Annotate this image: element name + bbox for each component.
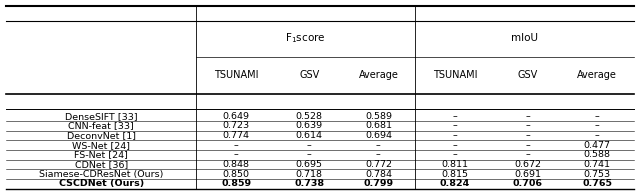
Text: Siamese-CDResNet (Ours): Siamese-CDResNet (Ours) bbox=[39, 170, 163, 179]
Text: GSV: GSV bbox=[299, 70, 319, 80]
Text: –: – bbox=[452, 131, 458, 140]
Text: 0.824: 0.824 bbox=[440, 179, 470, 188]
Text: $\mathrm{F_1}$score: $\mathrm{F_1}$score bbox=[285, 31, 326, 45]
Text: 0.774: 0.774 bbox=[223, 131, 250, 140]
Text: 0.694: 0.694 bbox=[365, 131, 392, 140]
Text: 0.695: 0.695 bbox=[296, 160, 323, 169]
Text: DeconvNet [1]: DeconvNet [1] bbox=[67, 131, 136, 140]
Text: –: – bbox=[525, 121, 531, 130]
Text: 0.639: 0.639 bbox=[296, 121, 323, 130]
Text: 0.799: 0.799 bbox=[364, 179, 394, 188]
Text: –: – bbox=[452, 112, 458, 121]
Text: –: – bbox=[234, 150, 239, 159]
Text: CNN-feat [33]: CNN-feat [33] bbox=[68, 121, 134, 130]
Text: –: – bbox=[452, 121, 458, 130]
Text: 0.691: 0.691 bbox=[515, 170, 541, 179]
Text: 0.784: 0.784 bbox=[365, 170, 392, 179]
Text: TSUNAMI: TSUNAMI bbox=[433, 70, 477, 80]
Text: 0.811: 0.811 bbox=[442, 160, 468, 169]
Text: –: – bbox=[234, 141, 239, 150]
Text: 0.723: 0.723 bbox=[223, 121, 250, 130]
Text: –: – bbox=[452, 150, 458, 159]
Text: 0.477: 0.477 bbox=[584, 141, 611, 150]
Text: –: – bbox=[452, 141, 458, 150]
Text: 0.772: 0.772 bbox=[365, 160, 392, 169]
Text: 0.672: 0.672 bbox=[515, 160, 541, 169]
Text: –: – bbox=[595, 112, 600, 121]
Text: –: – bbox=[376, 141, 381, 150]
Text: 0.718: 0.718 bbox=[296, 170, 323, 179]
Text: FS-Net [24]: FS-Net [24] bbox=[74, 150, 128, 159]
Text: –: – bbox=[376, 150, 381, 159]
Text: mIoU: mIoU bbox=[511, 33, 538, 43]
Text: DenseSIFT [33]: DenseSIFT [33] bbox=[65, 112, 138, 121]
Text: 0.681: 0.681 bbox=[365, 121, 392, 130]
Text: Average: Average bbox=[577, 70, 617, 80]
Text: 0.738: 0.738 bbox=[294, 179, 324, 188]
Text: CSCDNet (Ours): CSCDNet (Ours) bbox=[59, 179, 144, 188]
Text: TSUNAMI: TSUNAMI bbox=[214, 70, 259, 80]
Text: 0.848: 0.848 bbox=[223, 160, 250, 169]
Text: 0.753: 0.753 bbox=[584, 170, 611, 179]
Text: 0.614: 0.614 bbox=[296, 131, 323, 140]
Text: 0.741: 0.741 bbox=[584, 160, 611, 169]
Text: –: – bbox=[595, 131, 600, 140]
Text: 0.528: 0.528 bbox=[296, 112, 323, 121]
Text: 0.589: 0.589 bbox=[365, 112, 392, 121]
Text: –: – bbox=[525, 131, 531, 140]
Text: –: – bbox=[307, 150, 312, 159]
Text: 0.765: 0.765 bbox=[582, 179, 612, 188]
Text: 0.706: 0.706 bbox=[513, 179, 543, 188]
Text: –: – bbox=[525, 141, 531, 150]
Text: 0.859: 0.859 bbox=[221, 179, 252, 188]
Text: 0.850: 0.850 bbox=[223, 170, 250, 179]
Text: –: – bbox=[525, 112, 531, 121]
Text: –: – bbox=[595, 121, 600, 130]
Text: GSV: GSV bbox=[518, 70, 538, 80]
Text: Average: Average bbox=[358, 70, 398, 80]
Text: CDNet [36]: CDNet [36] bbox=[75, 160, 128, 169]
Text: –: – bbox=[525, 150, 531, 159]
Text: –: – bbox=[307, 141, 312, 150]
Text: WS-Net [24]: WS-Net [24] bbox=[72, 141, 131, 150]
Text: 0.815: 0.815 bbox=[442, 170, 468, 179]
Text: 0.649: 0.649 bbox=[223, 112, 250, 121]
Text: 0.588: 0.588 bbox=[584, 150, 611, 159]
